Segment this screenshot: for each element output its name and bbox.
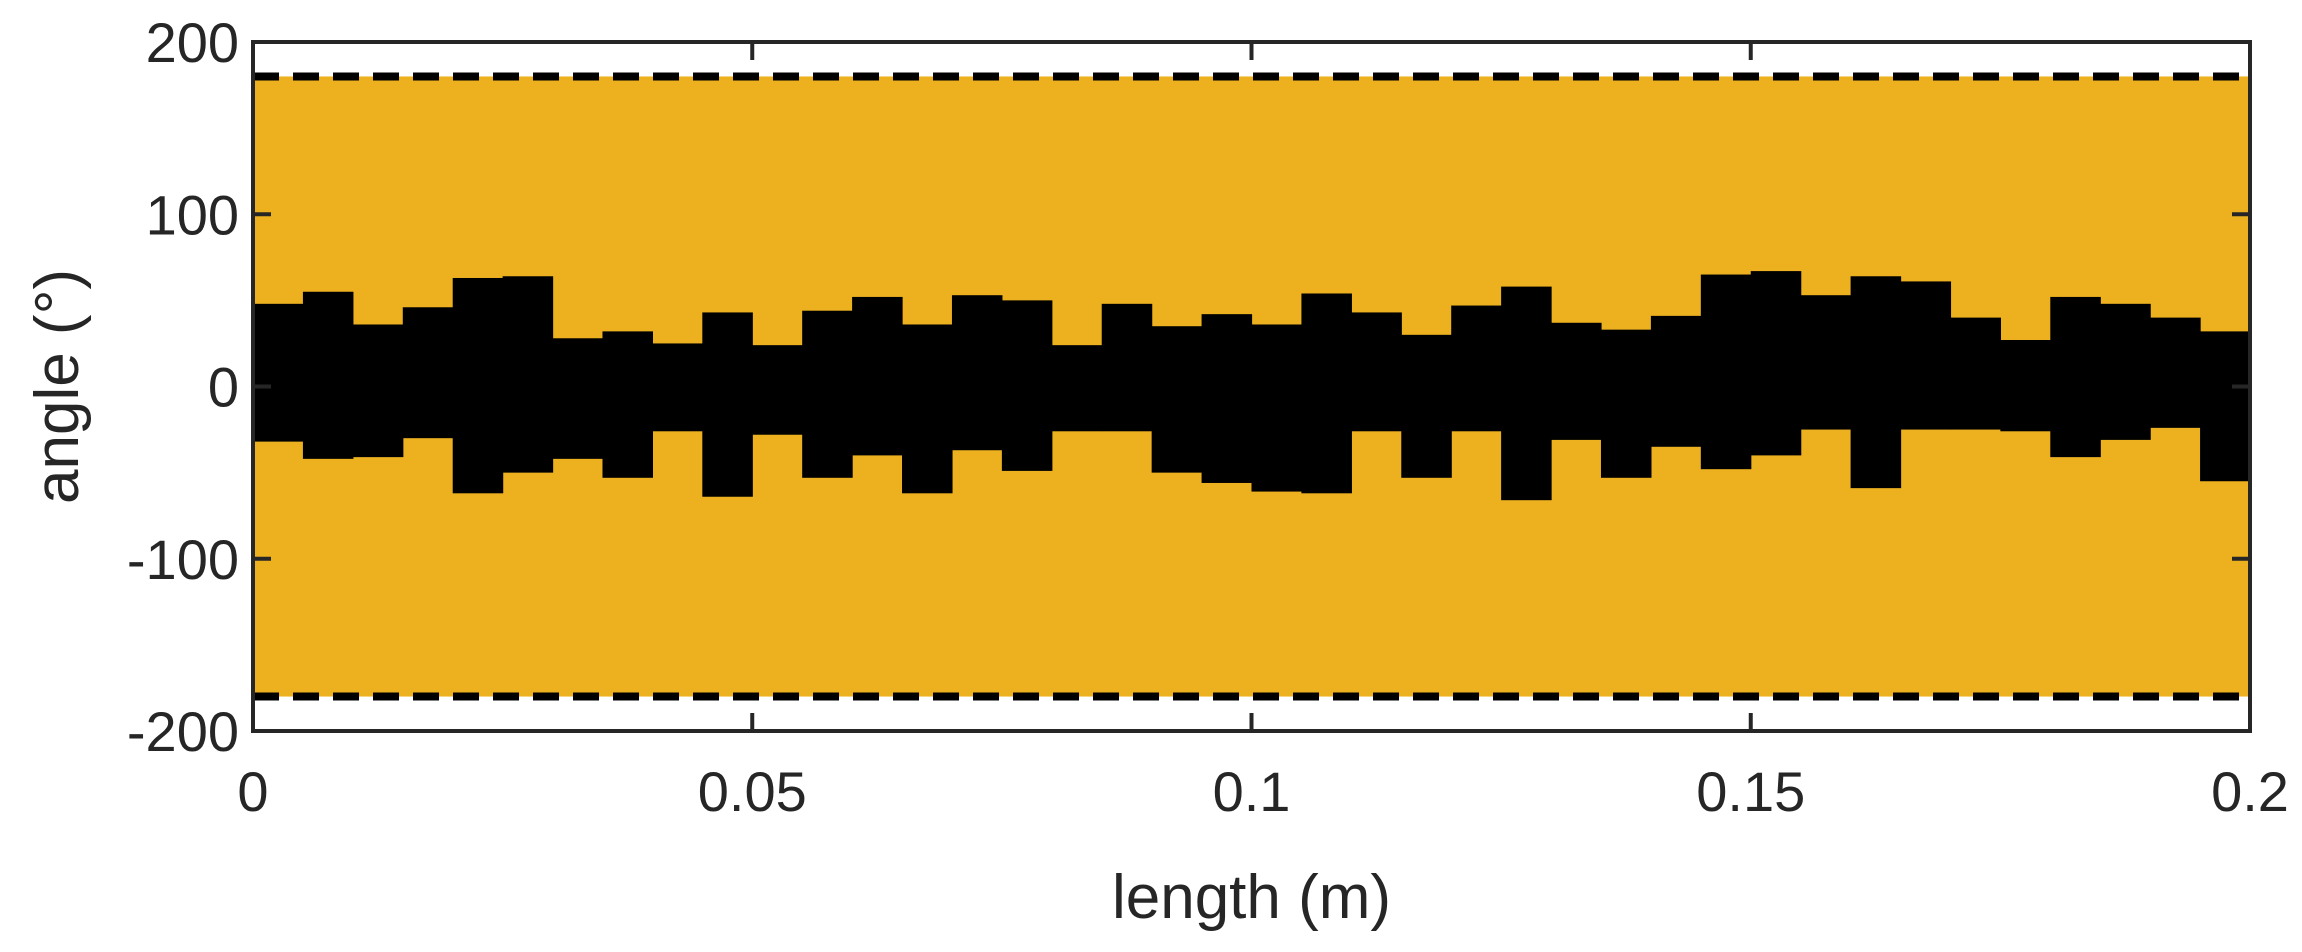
band-step	[1201, 314, 1253, 483]
x-tick-label: 0	[237, 760, 268, 823]
y-tick-label: 100	[146, 183, 239, 246]
tick-marks	[251, 40, 2252, 733]
band-step	[1950, 317, 2001, 430]
dashed-lines	[253, 72, 2250, 701]
x-tick-labels: 0 0.05 0.1 0.15 0.2	[237, 760, 2289, 823]
y-tick-label: -200	[127, 700, 239, 763]
band-step	[2100, 303, 2151, 440]
band-step	[1351, 312, 1402, 432]
x-axis-label: length (m)	[1112, 863, 1391, 932]
band-step	[352, 324, 404, 458]
band-step	[752, 345, 803, 435]
band-step	[1850, 276, 1902, 489]
band-step	[951, 295, 1003, 451]
band-step	[1151, 326, 1203, 473]
band-step	[1001, 300, 1053, 471]
band-step	[2000, 339, 2051, 432]
band-step	[702, 312, 753, 497]
x-tick-label: 0.05	[698, 760, 807, 823]
x-tick-label: 0.15	[1696, 760, 1805, 823]
plot-area	[253, 72, 2251, 701]
band-step	[852, 296, 903, 456]
band-step	[2050, 296, 2101, 458]
band-step	[602, 331, 653, 478]
band-step	[1600, 329, 1652, 478]
band-step	[1401, 334, 1452, 478]
band-step	[1750, 271, 1802, 456]
y-axis-label: angle (°)	[23, 269, 92, 504]
y-tick-label: -100	[127, 528, 239, 591]
y-tick-label: 200	[146, 11, 239, 74]
band-step	[253, 303, 304, 442]
y-tick-label: 0	[208, 356, 239, 419]
band-step	[1900, 281, 1952, 430]
band-step	[1051, 345, 1103, 432]
y-tick-labels: -200 -100 0 100 200	[127, 11, 239, 763]
band-step	[902, 324, 953, 494]
band-step	[402, 307, 454, 439]
band-step	[1800, 295, 1852, 430]
x-tick-label: 0.2	[2211, 760, 2289, 823]
band-step	[1451, 305, 1502, 432]
band-step	[1551, 322, 1602, 440]
band-layer	[253, 271, 2251, 501]
band-step	[1650, 315, 1702, 447]
x-tick-label: 0.1	[1213, 760, 1291, 823]
band-step	[1501, 286, 1552, 501]
band-step	[652, 343, 703, 432]
band-step	[302, 291, 354, 459]
band-step	[2150, 317, 2201, 428]
band-step	[1101, 303, 1153, 432]
band-step	[1700, 274, 1752, 470]
band-step	[452, 277, 504, 494]
band-step	[552, 338, 604, 459]
band-step	[502, 276, 554, 473]
band-step	[802, 310, 853, 478]
band-step	[2200, 331, 2251, 482]
band-step	[1251, 324, 1303, 492]
band-step	[1301, 293, 1352, 494]
